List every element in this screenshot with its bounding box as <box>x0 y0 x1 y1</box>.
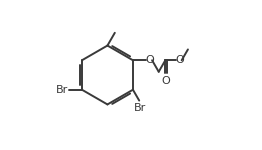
Text: O: O <box>145 55 154 65</box>
Text: Br: Br <box>134 103 146 113</box>
Text: Br: Br <box>56 85 68 95</box>
Text: O: O <box>162 76 171 86</box>
Text: O: O <box>175 55 184 65</box>
